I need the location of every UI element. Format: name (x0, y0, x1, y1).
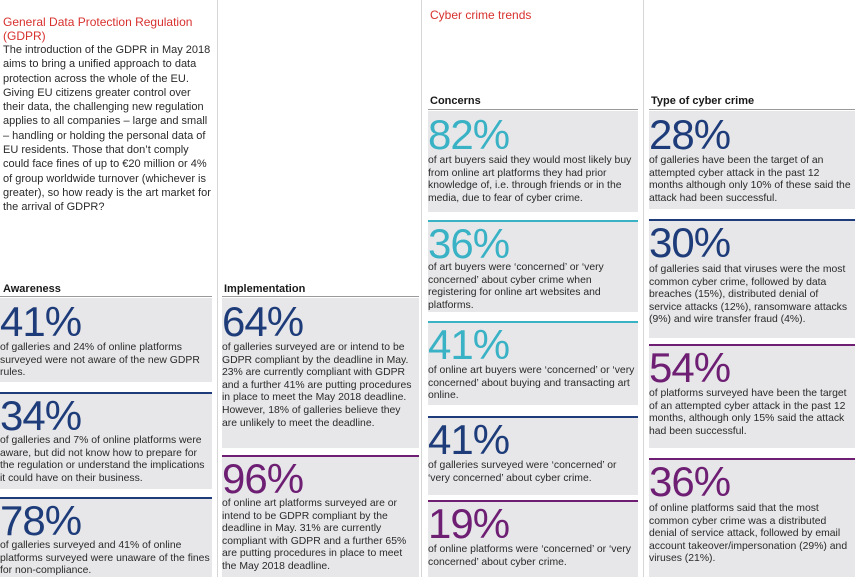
intro-body: The introduction of the GDPR in May 2018… (3, 44, 211, 214)
stat-percent: 96% (222, 455, 304, 502)
stat-text: of art buyers were ‘concerned’ or ‘very … (428, 262, 604, 311)
stat-rule (428, 500, 638, 502)
concerns-stat-card: 36% of art buyers were ‘concerned’ or ‘v… (428, 220, 638, 312)
concerns-stat-card: 82% of art buyers said they would most l… (428, 111, 638, 212)
stat-text: of platforms surveyed have been the targ… (649, 388, 847, 437)
awareness-heading-rule (0, 296, 212, 297)
column-divider (217, 0, 218, 577)
stat-percent: 41% (0, 298, 82, 345)
stat-percent: 36% (649, 458, 731, 505)
stat-rule (428, 321, 638, 323)
stat-percent: 36% (428, 220, 510, 267)
concerns-heading: Concerns (430, 95, 481, 107)
types-stat-card: 28% of galleries have been the target of… (649, 111, 855, 209)
stat-percent: 54% (649, 344, 731, 391)
stat-percent: 64% (222, 298, 304, 345)
intro-title: General Data Protection Regulation (GDPR… (3, 15, 193, 43)
types-stat-card: 30% of galleries said that viruses were … (649, 219, 855, 338)
types-stat-card: 36% of online platforms said that the mo… (649, 458, 855, 577)
stat-percent: 41% (428, 416, 510, 463)
stat-text: of online platforms were ‘concerned’ or … (428, 544, 631, 568)
concerns-stat-card: 41% of online art buyers were ‘concerned… (428, 321, 638, 405)
column-divider (643, 0, 644, 577)
implementation-stat-card: 64% of galleries surveyed are or intend … (222, 298, 419, 448)
stat-rule (428, 416, 638, 418)
stat-percent: 78% (0, 497, 82, 544)
stat-percent: 19% (428, 500, 510, 547)
stat-percent: 82% (428, 111, 510, 158)
types-heading-rule (649, 109, 855, 110)
stat-text: of galleries and 24% of online platforms… (0, 342, 200, 379)
implementation-heading: Implementation (224, 283, 306, 295)
stat-rule (0, 392, 212, 394)
stat-rule (222, 455, 419, 457)
concerns-heading-rule (428, 109, 638, 110)
stat-text: of galleries and 7% of online platforms … (0, 435, 205, 484)
stat-text: of galleries surveyed were ‘concerned’ o… (428, 460, 617, 484)
column-divider (421, 0, 422, 577)
cyber-crime-trends-title: Cyber crime trends (430, 8, 532, 22)
stat-text: of galleries have been the target of an … (649, 155, 851, 204)
implementation-stat-card: 96% of online art platforms surveyed are… (222, 455, 419, 577)
awareness-stat-card: 41% of galleries and 24% of online platf… (0, 298, 212, 382)
concerns-stat-card: 41% of galleries surveyed were ‘concerne… (428, 416, 638, 495)
stat-rule (0, 497, 212, 499)
stat-text: of art buyers said they would most likel… (428, 155, 632, 204)
stat-text: of online platforms said that the most c… (649, 503, 848, 565)
types-stat-card: 54% of platforms surveyed have been the … (649, 344, 855, 448)
stat-text: of online art buyers were ‘concerned’ or… (428, 365, 635, 402)
stat-text: of galleries surveyed are or intend to b… (222, 342, 412, 429)
stat-percent: 28% (649, 111, 731, 158)
stat-percent: 41% (428, 321, 510, 368)
stat-rule (428, 220, 638, 222)
stat-text: of online art platforms surveyed are or … (222, 498, 407, 572)
implementation-heading-rule (222, 296, 419, 297)
stat-text: of galleries said that viruses were the … (649, 264, 848, 326)
types-heading: Type of cyber crime (651, 95, 755, 107)
stat-text: of galleries surveyed and 41% of online … (0, 540, 210, 577)
stat-rule (649, 219, 855, 221)
concerns-stat-card: 19% of online platforms were ‘concerned’… (428, 500, 638, 577)
awareness-heading: Awareness (3, 283, 61, 295)
stat-rule (649, 344, 855, 346)
stat-rule (649, 458, 855, 460)
stat-percent: 34% (0, 392, 82, 439)
awareness-stat-card: 78% of galleries surveyed and 41% of onl… (0, 497, 212, 577)
awareness-stat-card: 34% of galleries and 7% of online platfo… (0, 392, 212, 489)
stat-percent: 30% (649, 219, 731, 266)
